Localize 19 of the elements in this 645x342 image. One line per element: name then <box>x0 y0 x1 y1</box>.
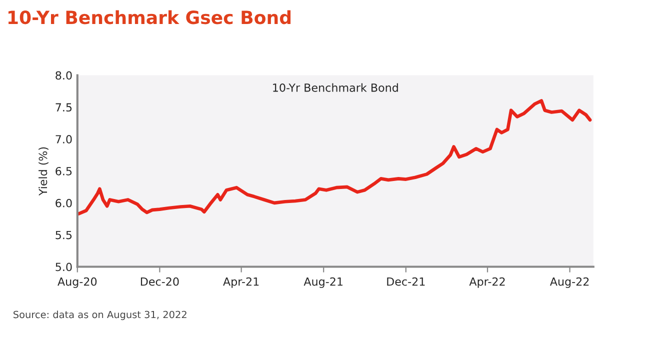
line-series <box>77 99 592 216</box>
x-tick-label: Aug-20 <box>58 277 97 288</box>
y-tick-label: 7.5 <box>56 103 72 112</box>
source-note: Source: data as on August 31, 2022 <box>14 310 186 320</box>
chart-title: 10-Yr Benchmark Gsec Bond <box>8 10 291 24</box>
x-tick-label: Apr-21 <box>223 277 259 288</box>
y-tick-label: 6.0 <box>56 198 72 208</box>
y-tick-label: 5.0 <box>56 262 72 272</box>
y-tick-label: 7.0 <box>56 135 72 144</box>
x-tick-label: Apr-22 <box>469 277 505 288</box>
y-tick-label: 8.0 <box>56 71 72 80</box>
y-tick-label: 6.5 <box>56 166 72 176</box>
y-tick-label: 5.5 <box>56 230 72 240</box>
x-tick-label: Dec-20 <box>140 277 179 286</box>
x-tick-label: Dec-21 <box>387 277 425 286</box>
x-tick-label: Aug-21 <box>304 277 342 288</box>
text: 10-Yr Benchmark Bond <box>273 83 398 92</box>
x-tick-label: Aug-22 <box>550 277 589 288</box>
y-axis-title: Yield (%) <box>38 147 48 196</box>
